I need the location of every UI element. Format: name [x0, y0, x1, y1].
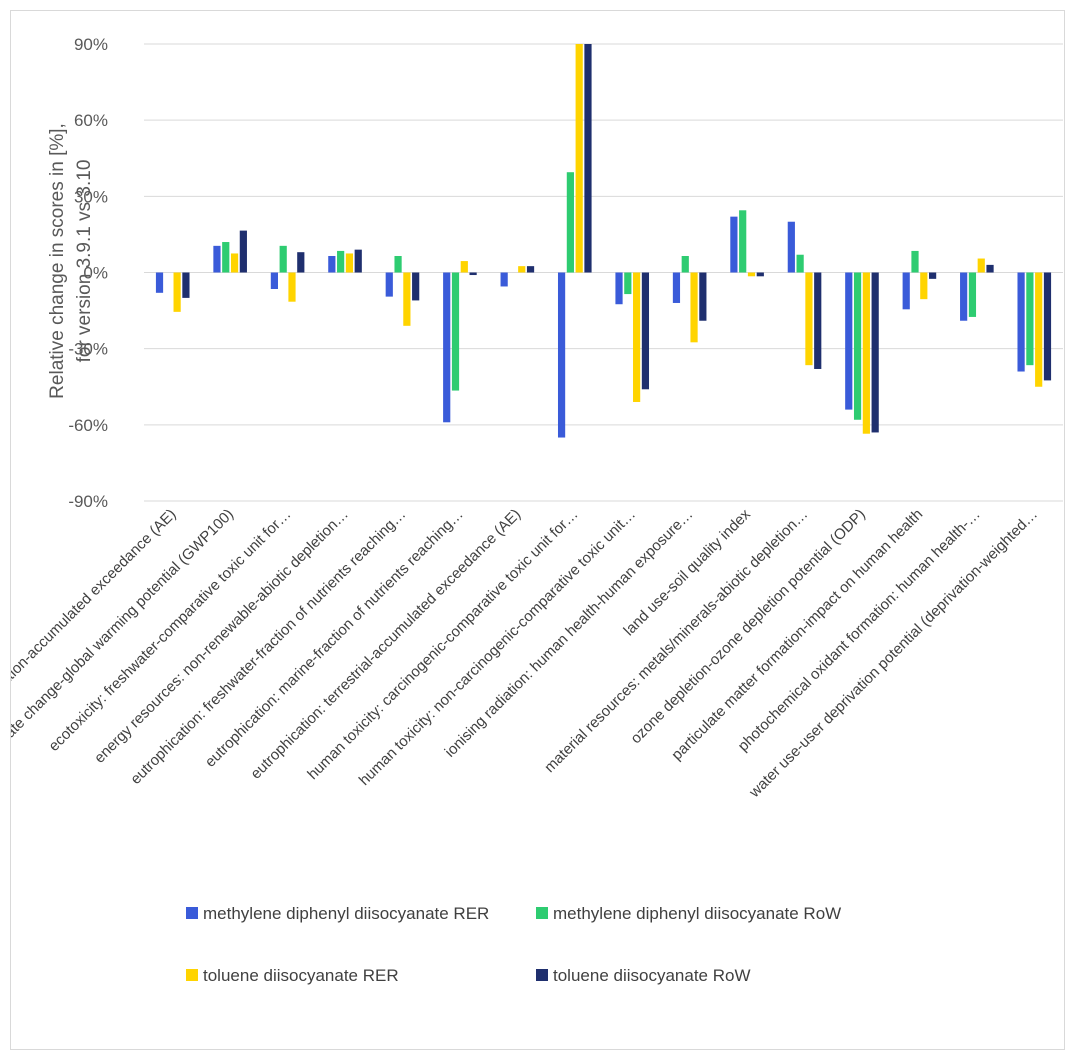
bar	[633, 272, 641, 402]
bar-chart: 90% 60% 30% 0% -30% -60% -90% acidification-ac…	[0, 35, 1063, 985]
bar	[526, 266, 535, 273]
bar	[575, 44, 583, 273]
x-axis-category-labels: acidification-accumulated exceedance (AE…	[0, 505, 1041, 801]
chart-frame: 90% 60% 30% 0% -30% -60% -90% acidification-ac…	[0, 10, 1065, 1050]
y-tick-label: 90%	[74, 35, 108, 54]
bar	[239, 230, 247, 273]
bars	[155, 44, 1052, 438]
bar	[297, 252, 305, 273]
bar	[182, 272, 190, 298]
bar	[845, 272, 853, 410]
bar	[557, 272, 566, 438]
bar	[385, 272, 393, 297]
legend-swatch	[536, 969, 548, 981]
bar	[968, 272, 977, 317]
legend-swatch	[186, 907, 198, 919]
bar	[960, 272, 968, 321]
bar	[288, 272, 296, 302]
y-tick-label: 30%	[74, 187, 108, 206]
legend-swatch	[536, 907, 548, 919]
bar	[977, 258, 985, 273]
bar	[672, 272, 681, 303]
bar	[155, 272, 164, 293]
legend-label: toluene diisocyanate RoW	[553, 966, 751, 985]
legend-label: toluene diisocyanate RER	[203, 966, 399, 985]
bar	[787, 221, 795, 273]
bar	[403, 272, 411, 326]
bar	[624, 272, 632, 295]
bar	[756, 272, 764, 277]
bar	[911, 250, 919, 273]
legend-label: methylene diphenyl diisocyanate RoW	[553, 904, 841, 923]
bar	[345, 253, 354, 273]
bar	[1043, 272, 1052, 381]
bar	[805, 272, 813, 366]
y-axis-ticks: 90% 60% 30% 0% -30% -60% -90%	[68, 35, 108, 511]
bar	[328, 255, 336, 273]
x-category-label: acidification-accumulated exceedance (AE…	[11, 506, 180, 721]
bar	[469, 272, 477, 276]
bar	[213, 245, 221, 273]
bar	[566, 172, 574, 273]
bar	[681, 255, 689, 273]
legend: methylene diphenyl diisocyanate RER methy…	[186, 904, 841, 985]
gridlines	[144, 43, 1063, 502]
legend-swatch	[186, 969, 198, 981]
bar	[584, 44, 592, 273]
bar	[1026, 272, 1034, 366]
bar	[796, 254, 804, 273]
x-category-label: material resources: metals/minerals-abio…	[541, 506, 811, 776]
bar	[929, 272, 937, 279]
x-category-label: human toxicity: carcinogenic-comparative…	[304, 506, 581, 783]
x-category-label: eutrophication: freshwater-fraction of n…	[127, 506, 409, 788]
legend-label: methylene diphenyl diisocyanate RER	[203, 904, 489, 923]
bar	[500, 272, 508, 287]
y-tick-label: -60%	[68, 416, 108, 435]
bar	[1035, 272, 1043, 387]
bar	[902, 272, 910, 310]
bar	[443, 272, 451, 423]
bar	[518, 266, 526, 273]
bar	[747, 272, 756, 277]
bar	[279, 245, 287, 273]
bar	[986, 264, 994, 273]
y-tick-label: 60%	[74, 111, 108, 130]
bar	[871, 272, 879, 433]
y-tick-label: -30%	[68, 340, 108, 359]
y-axis-label-line2: for version 3.9.1 vs 3.10	[74, 160, 95, 363]
bar	[699, 272, 707, 321]
bar	[354, 249, 362, 273]
y-tick-label: -90%	[68, 492, 108, 511]
bar	[394, 255, 402, 273]
bar	[451, 272, 460, 391]
bar	[222, 242, 230, 273]
bar	[173, 272, 181, 312]
bar	[460, 261, 468, 273]
x-category-label: eutrophication: terrestrial-accumulated …	[247, 506, 524, 783]
y-axis-label-line1: Relative change in scores in [%],	[47, 123, 68, 399]
bar	[615, 272, 623, 305]
x-category-label: human toxicity: non-carcinogenic-compara…	[356, 506, 639, 789]
bar	[730, 216, 738, 273]
bar	[1017, 272, 1025, 372]
bar	[690, 272, 698, 343]
bar	[270, 272, 278, 290]
y-tick-label: 0%	[83, 264, 108, 283]
bar	[337, 250, 345, 273]
bar	[230, 253, 239, 273]
bar	[920, 272, 928, 300]
bar	[853, 272, 862, 420]
bar	[412, 272, 420, 301]
bar	[862, 272, 870, 434]
bar	[739, 210, 747, 273]
bar	[641, 272, 650, 390]
bar	[814, 272, 822, 369]
